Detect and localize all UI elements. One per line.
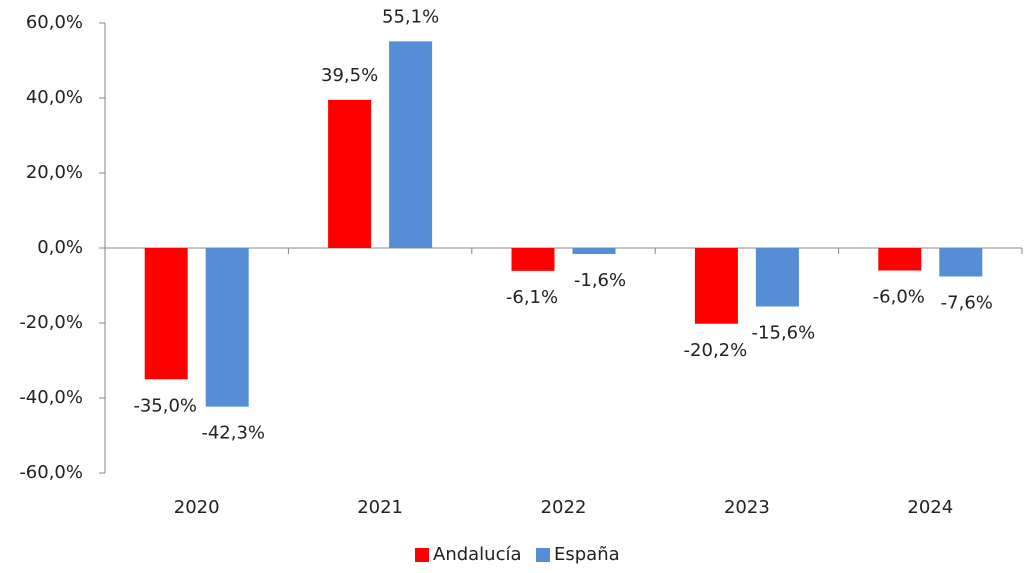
legend-label: Andalucía [433,544,522,565]
bar [939,248,983,277]
y-tick-label: -60,0% [19,462,83,483]
data-label: -15,6% [752,323,816,344]
bar [755,248,799,307]
bar [328,99,372,248]
data-label: -20,2% [684,340,748,361]
data-label: 39,5% [321,65,378,86]
x-tick-label: 2022 [541,497,587,518]
x-tick-label: 2020 [174,497,220,518]
bar [878,248,922,271]
bar [144,248,188,380]
data-label: -35,0% [133,395,197,416]
legend-label: España [554,544,620,565]
data-label: -42,3% [201,423,265,444]
y-tick-label: 20,0% [26,162,83,183]
y-tick-label: 60,0% [26,12,83,33]
x-tick-label: 2021 [357,497,403,518]
bar [572,248,616,254]
y-tick-label: -40,0% [19,387,83,408]
legend-swatch [536,548,550,562]
x-tick-label: 2023 [724,497,770,518]
data-label: -6,1% [506,287,558,308]
bar [205,248,249,407]
y-tick-label: -20,0% [19,312,83,333]
bar [389,41,433,248]
data-label: -7,6% [941,293,993,314]
y-tick-label: 0,0% [37,237,83,258]
data-label: -1,6% [574,270,626,291]
data-label: -6,0% [873,287,925,308]
bar [694,248,738,324]
bar [511,248,555,271]
y-tick-label: 40,0% [26,87,83,108]
data-label: 55,1% [382,6,439,27]
legend-swatch [415,548,429,562]
x-tick-label: 2024 [907,497,953,518]
